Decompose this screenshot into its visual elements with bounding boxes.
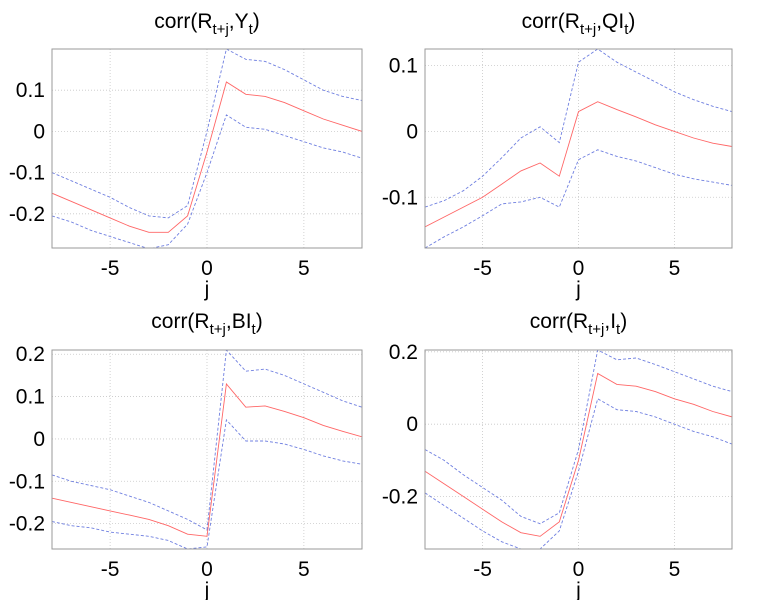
y-tick-label: 0.2 [389,341,418,364]
title-post: ) [256,310,263,333]
upper-band-line [52,49,362,219]
upper-band-line [425,350,732,525]
x-tick-label: 0 [573,257,585,280]
x-tick-label: 5 [669,257,681,280]
estimate-line [52,81,362,233]
title-mid: ,Y [229,10,249,33]
subplot-3: -5 0 5 -0.2 -0.1 0 0.1 0.2 corr(Rt+j,BIt) j [9,310,363,600]
subplot-title: corr(Rt+j,QIt) [522,10,636,38]
x-tick-label: -5 [101,257,120,280]
title-sub2: t [616,321,621,338]
title-pre: corr(R [530,310,588,333]
y-tick-label: -0.2 [9,203,45,226]
x-axis-label: j [204,278,210,301]
y-tick-label: 0 [406,413,418,436]
lower-band-line [425,149,732,248]
title-pre: corr(R [522,10,580,33]
subplot-1: -5 0 5 -0.2 -0.1 0 0.1 corr(Rt+j,Yt) j [9,10,363,301]
axes-frame [424,48,733,249]
title-pre: corr(R [154,10,212,33]
title-mid: ,QI [596,10,624,33]
x-axis-label: j [575,579,581,600]
lower-band-line [52,418,362,549]
estimate-line [425,101,732,228]
subplot-title: corr(Rt+j,It) [530,310,627,338]
x-tick-label: 5 [669,558,681,581]
x-tick-label: -5 [473,558,492,581]
title-post: ) [628,10,635,33]
y-tick-label: 0 [33,428,45,451]
axes-frame [424,349,733,550]
subplot-title: corr(Rt+j,BIt) [151,310,262,338]
y-tick-label: -0.2 [9,513,45,536]
y-tick-label: 0 [33,120,45,143]
subplot-4: -5 0 5 -0.2 0 0.2 corr(Rt+j,It) j [382,310,733,600]
axes-frame [51,48,363,249]
x-axis-label: j [204,579,210,600]
y-tick-label: -0.1 [382,186,418,209]
title-post: ) [620,310,627,333]
subplot-2: -5 0 5 -0.1 0 0.1 corr(Rt+j,QIt) j [382,10,733,301]
y-tick-label: -0.1 [9,470,45,493]
upper-band-line [425,49,732,208]
x-tick-label: 0 [201,558,213,581]
x-tick-label: 0 [201,257,213,280]
y-tick-label: -0.2 [382,486,418,509]
x-tick-label: -5 [473,257,492,280]
y-tick-label: 0.1 [16,386,45,409]
y-tick-label: -0.1 [9,162,45,185]
y-tick-label: 0 [406,120,418,143]
y-tick-label: 0.1 [16,79,45,102]
x-tick-label: 5 [298,558,310,581]
x-tick-label: 0 [573,558,585,581]
estimate-line [425,372,732,537]
upper-band-line [52,350,362,531]
title-post: ) [253,10,260,33]
title-sub2: t [252,321,257,338]
title-pre: corr(R [151,310,209,333]
title-sub1: t+j [213,21,229,38]
title-sub1: t+j [210,321,226,338]
title-sub2: t [624,21,629,38]
title-sub1: t+j [580,21,596,38]
title-sub2: t [249,21,254,38]
y-tick-label: 0.2 [16,343,45,366]
x-tick-label: 5 [298,257,310,280]
title-mid: ,BI [226,310,252,333]
lower-band-line [52,114,362,248]
title-mid: ,I [604,310,616,333]
axes-frame [51,349,363,550]
subplot-title: corr(Rt+j,Yt) [154,10,260,38]
estimate-line [52,382,362,537]
lower-band-line [425,398,732,549]
y-tick-label: 0.1 [389,54,418,77]
title-sub1: t+j [588,321,604,338]
x-tick-label: -5 [101,558,120,581]
x-axis-label: j [575,278,581,301]
